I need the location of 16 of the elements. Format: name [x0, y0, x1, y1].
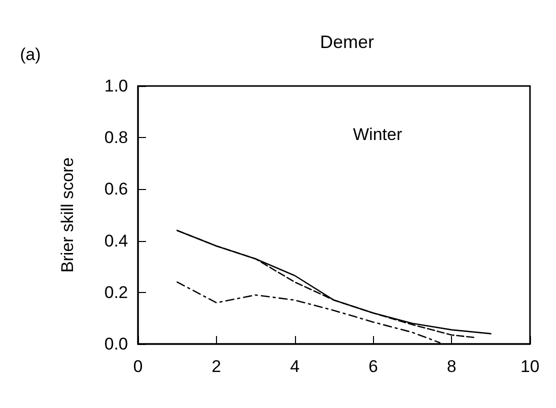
x-tick-label: 8 — [446, 357, 456, 376]
y-tick-label: 0.0 — [104, 334, 128, 354]
y-tick-label: 0.8 — [104, 128, 128, 148]
y-tick-label: 0.4 — [104, 231, 128, 250]
y-tick-label: 1.0 — [104, 76, 128, 96]
y-tick-label: 0.2 — [104, 282, 128, 302]
x-tick-label: 2 — [212, 357, 222, 376]
annotation: Winter — [353, 125, 402, 144]
y-tick-label: 0.6 — [104, 180, 128, 199]
chart-title: Demer — [320, 32, 374, 52]
x-tick-label: 6 — [368, 357, 378, 376]
x-tick-label: 0 — [133, 357, 143, 376]
y-axis-title: Brier skill score — [58, 157, 77, 273]
x-tick-label: 4 — [290, 357, 300, 376]
x-tick-label: 10 — [520, 357, 540, 376]
text: (a) — [20, 45, 41, 64]
